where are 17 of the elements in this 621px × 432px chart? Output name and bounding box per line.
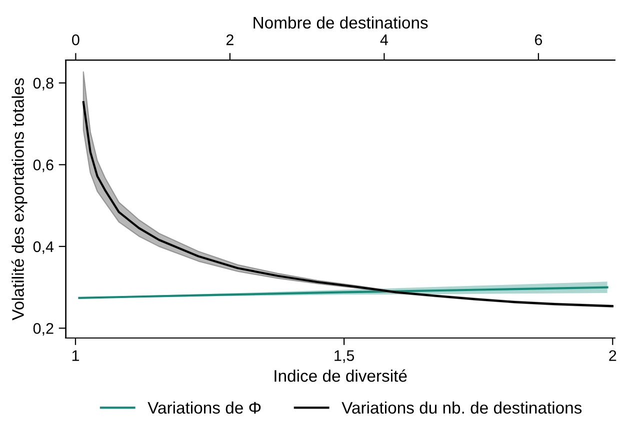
x2-tick-label: 0: [72, 34, 80, 46]
x2-axis-title: Nombre de destinations: [254, 16, 428, 29]
legend-label: Variations de Φ: [148, 401, 261, 414]
x-tick-label: 1: [72, 350, 79, 361]
legend-label: Variations du nb. de destinations: [342, 401, 582, 414]
x2-tick-label: 6: [534, 34, 542, 46]
y-tick-label: 0,4: [33, 241, 54, 254]
x2-tick-label: 2: [226, 34, 234, 46]
y-tick-label: 0,6: [33, 160, 54, 172]
x-tick-label: 2: [609, 350, 616, 361]
x2-tick-label: 4: [380, 34, 388, 46]
line-series: [78, 286, 608, 299]
y-tick-label: 0,2: [33, 323, 54, 336]
x-tick-label: 1,5: [334, 350, 354, 363]
y-tick-label: 0,8: [33, 78, 54, 90]
y-axis-title: Volatilité des exportations totales: [11, 78, 28, 320]
x-axis-title: Indice de diversité: [274, 369, 407, 382]
